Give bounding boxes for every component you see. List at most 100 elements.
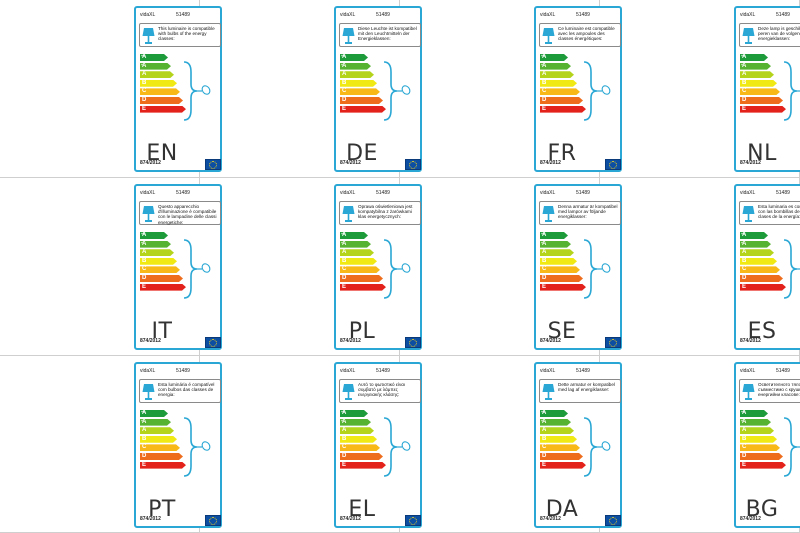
energy-class-bar: B	[740, 80, 777, 87]
energy-class-letter: C	[142, 88, 147, 95]
energy-class-letter: C	[742, 444, 747, 451]
label-cell-el: vidaXL 51489 Αυτό το φωτιστικό είναι συμ…	[200, 356, 422, 533]
energy-class-letter: B	[742, 435, 747, 442]
energy-class-letter: A	[542, 232, 547, 238]
brand-name: vidaXL	[740, 190, 756, 196]
energy-label: vidaXL 51489 This luminaire is compatibl…	[134, 6, 222, 172]
energy-class-bar: A +	[740, 241, 771, 248]
compatibility-text: Esta luminaria es compatible con las bom…	[758, 204, 800, 220]
energy-class-letter: A	[742, 427, 747, 434]
energy-class-bar: A +	[340, 241, 371, 248]
lamp-icon	[742, 28, 755, 44]
energy-class-letter: E	[142, 105, 147, 112]
energy-class-bar: A +	[140, 241, 171, 248]
bulb-brace-icon	[183, 61, 211, 121]
energy-class-bar: D	[540, 97, 583, 104]
energy-class-letter: C	[542, 88, 547, 95]
energy-class-letter: E	[542, 283, 547, 290]
energy-class-plus: ++	[141, 232, 146, 236]
energy-class-letter: B	[342, 257, 347, 264]
energy-class-bar: A ++	[340, 410, 368, 417]
brand-name: vidaXL	[540, 12, 556, 18]
energy-class-bar: C	[540, 444, 580, 451]
brand-name: vidaXL	[340, 368, 356, 374]
energy-class-bar: B	[340, 436, 377, 443]
bulb-brace-icon	[583, 61, 611, 121]
energy-class-bar: E	[740, 284, 786, 291]
model-number: 51489	[376, 368, 390, 374]
energy-class-bar: A +	[740, 63, 771, 70]
regulation-number: 874/2012	[740, 160, 761, 166]
energy-class-bar: A	[140, 249, 174, 256]
energy-label: vidaXL 51489 Осветителното тяло е съвмес…	[734, 362, 800, 528]
lamp-icon	[342, 28, 355, 44]
energy-class-plus: ++	[341, 410, 346, 414]
energy-class-scale: A ++ A + A B C D E	[740, 232, 786, 292]
energy-class-letter: C	[342, 88, 347, 95]
brand-name: vidaXL	[740, 368, 756, 374]
energy-class-letter: B	[342, 435, 347, 442]
energy-class-bar: A ++	[340, 232, 368, 239]
energy-class-bar: A ++	[340, 54, 368, 61]
eu-flag-icon	[205, 337, 221, 348]
compatibility-text: Αυτό το φωτιστικό είναι συμβατό με λάμπε…	[358, 382, 405, 398]
energy-class-letter: A	[342, 54, 347, 60]
compatibility-text: Oprawa oświetleniowa jest kompatybilna z…	[358, 204, 413, 220]
regulation-number: 874/2012	[340, 338, 361, 344]
energy-class-letter: A	[142, 240, 147, 247]
energy-class-scale: A ++ A + A B C D E	[540, 410, 586, 470]
energy-class-letter: A	[142, 71, 147, 78]
bulb-brace-icon	[583, 417, 611, 477]
bulb-brace-icon	[183, 417, 211, 477]
energy-class-letter: D	[542, 452, 547, 459]
energy-class-bar: A +	[340, 419, 371, 426]
energy-class-letter: D	[142, 274, 147, 281]
energy-class-scale: A ++ A + A B C D E	[140, 232, 186, 292]
energy-class-bar: D	[340, 97, 383, 104]
energy-class-bar: B	[140, 80, 177, 87]
energy-class-letter: A	[742, 71, 747, 78]
energy-class-bar: A	[340, 71, 374, 78]
energy-class-letter: B	[142, 257, 147, 264]
energy-class-plus: ++	[741, 232, 746, 236]
energy-class-bar: E	[140, 462, 186, 469]
energy-class-letter: D	[342, 452, 347, 459]
energy-class-bar: C	[740, 88, 780, 95]
energy-class-letter: A	[542, 249, 547, 256]
lamp-icon	[142, 206, 155, 222]
energy-class-bar: A ++	[140, 410, 168, 417]
energy-class-bar: A +	[540, 63, 571, 70]
lamp-icon	[742, 384, 755, 400]
energy-class-letter: A	[542, 410, 547, 416]
energy-class-bar: A	[140, 427, 174, 434]
energy-class-plus: ++	[541, 410, 546, 414]
energy-class-bar: C	[140, 266, 180, 273]
energy-label: vidaXL 51489 Diese Leuchte ist kompatibe…	[334, 6, 422, 172]
energy-class-plus: ++	[741, 410, 746, 414]
energy-class-scale: A ++ A + A B C D E	[340, 410, 386, 470]
energy-class-bar: A +	[540, 241, 571, 248]
energy-class-bar: A	[140, 71, 174, 78]
language-code: NL	[747, 141, 777, 166]
energy-class-scale: A ++ A + A B C D E	[740, 410, 786, 470]
energy-class-bar: D	[740, 275, 783, 282]
energy-class-letter: A	[342, 249, 347, 256]
compatibility-text: Esta luminária é compatível com bulbos d…	[158, 382, 215, 398]
energy-class-bar: A	[340, 249, 374, 256]
energy-class-letter: A	[342, 232, 347, 238]
language-code: SE	[547, 319, 577, 344]
energy-class-bar: E	[540, 462, 586, 469]
energy-class-letter: A	[542, 71, 547, 78]
eu-flag-icon	[405, 337, 421, 348]
energy-class-scale: A ++ A + A B C D E	[540, 54, 586, 114]
info-box: Осветителното тяло е съвместимо с крушки…	[739, 379, 800, 403]
energy-class-plus: ++	[341, 54, 346, 58]
energy-class-letter: A	[742, 232, 747, 238]
energy-class-plus: +	[341, 418, 344, 423]
energy-class-letter: D	[742, 96, 747, 103]
energy-class-letter: B	[342, 79, 347, 86]
eu-flag-icon	[405, 515, 421, 526]
energy-class-letter: C	[342, 444, 347, 451]
compatibility-text: Осветителното тяло е съвместимо с крушки…	[758, 382, 800, 398]
